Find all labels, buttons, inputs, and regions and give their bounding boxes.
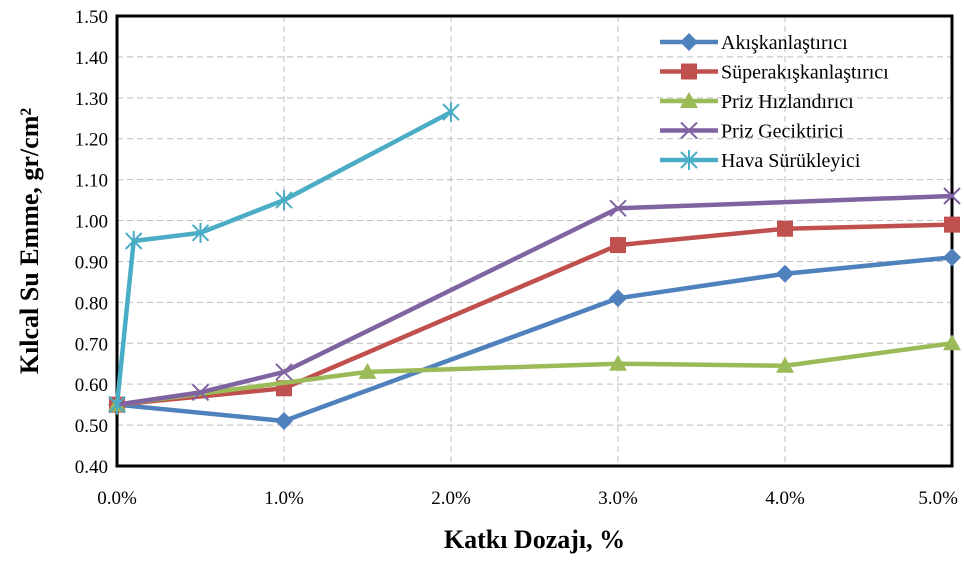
y-tick-label: 1.10 bbox=[75, 171, 108, 192]
series bbox=[108, 102, 961, 430]
data-point bbox=[275, 190, 293, 211]
data-point bbox=[358, 362, 377, 379]
series-3 bbox=[108, 187, 961, 414]
y-tick-label: 1.40 bbox=[75, 48, 108, 69]
x-tick-label: 1.0% bbox=[264, 488, 304, 509]
series-0 bbox=[108, 248, 961, 430]
legend-label: Hava Sürükleyici bbox=[721, 150, 861, 172]
legend-entry: Priz Hızlandırıcı bbox=[660, 91, 854, 113]
legend-label: Priz Hızlandırıcı bbox=[721, 91, 854, 113]
legend-entry: Hava Sürükleyici bbox=[660, 150, 861, 172]
data-point bbox=[680, 121, 698, 140]
data-point bbox=[609, 199, 627, 217]
y-tick-label: 1.00 bbox=[75, 212, 108, 233]
data-point bbox=[943, 334, 961, 351]
y-tick-labels: 0.40 0.50 0.60 0.70 0.80 0.90 1.00 1.10 1.20 1.30… bbox=[75, 7, 108, 478]
data-point bbox=[943, 187, 961, 205]
series-2 bbox=[108, 334, 961, 412]
x-tick-label: 3.0% bbox=[598, 488, 638, 509]
y-tick-label: 0.60 bbox=[75, 375, 108, 396]
legend-entry: Süperakışkanlaştırıcı bbox=[660, 62, 889, 84]
data-point bbox=[944, 216, 960, 233]
x-tick-labels: 0.0% 1.0% 2.0% 3.0% 4.0% 5.0% bbox=[97, 488, 958, 509]
series-4 bbox=[108, 102, 460, 415]
data-point bbox=[680, 150, 698, 170]
data-point bbox=[681, 63, 697, 80]
data-point bbox=[442, 102, 460, 123]
x-tick-label: 0.0% bbox=[97, 488, 137, 509]
y-tick-label: 0.70 bbox=[75, 334, 108, 355]
data-point bbox=[776, 264, 794, 283]
data-point bbox=[108, 394, 126, 415]
x-tick-label: 5.0% bbox=[918, 488, 958, 509]
x-tick-label: 2.0% bbox=[431, 488, 471, 509]
grid bbox=[117, 16, 952, 466]
data-point bbox=[124, 231, 143, 251]
y-axis-title: Kılcal Su Emme, gr/cm² bbox=[15, 108, 44, 375]
y-tick-label: 1.20 bbox=[75, 130, 108, 151]
data-point bbox=[275, 363, 293, 381]
data-point bbox=[943, 248, 961, 267]
y-tick-label: 0.50 bbox=[75, 416, 108, 437]
y-tick-label: 0.40 bbox=[75, 457, 108, 478]
legend-label: Priz Geciktirici bbox=[721, 121, 844, 143]
plot-frame bbox=[115, 14, 954, 468]
data-point bbox=[609, 354, 627, 371]
x-axis-title: Katkı Dozajı, % bbox=[444, 525, 625, 554]
y-tick-label: 0.90 bbox=[75, 252, 108, 273]
legend: Akışkanlaştırıcı Süperakışkanlaştırıcı Pri… bbox=[660, 32, 889, 172]
data-point bbox=[680, 92, 698, 108]
y-tick-label: 1.50 bbox=[75, 7, 108, 28]
y-tick-label: 1.30 bbox=[75, 89, 108, 110]
legend-label: Süperakışkanlaştırıcı bbox=[721, 62, 889, 84]
x-tick-label: 4.0% bbox=[765, 488, 805, 509]
series-line bbox=[114, 341, 955, 407]
legend-entry: Akışkanlaştırıcı bbox=[660, 32, 848, 54]
data-point bbox=[777, 220, 793, 237]
data-point bbox=[191, 383, 210, 402]
y-tick-label: 0.80 bbox=[75, 293, 108, 314]
data-point bbox=[609, 289, 627, 308]
data-point bbox=[275, 412, 293, 430]
data-point bbox=[191, 222, 210, 243]
legend-entry: Priz Geciktirici bbox=[660, 121, 844, 143]
data-point bbox=[776, 356, 794, 373]
data-point bbox=[680, 33, 698, 51]
data-point bbox=[610, 237, 626, 254]
legend-label: Akışkanlaştırıcı bbox=[721, 32, 848, 54]
